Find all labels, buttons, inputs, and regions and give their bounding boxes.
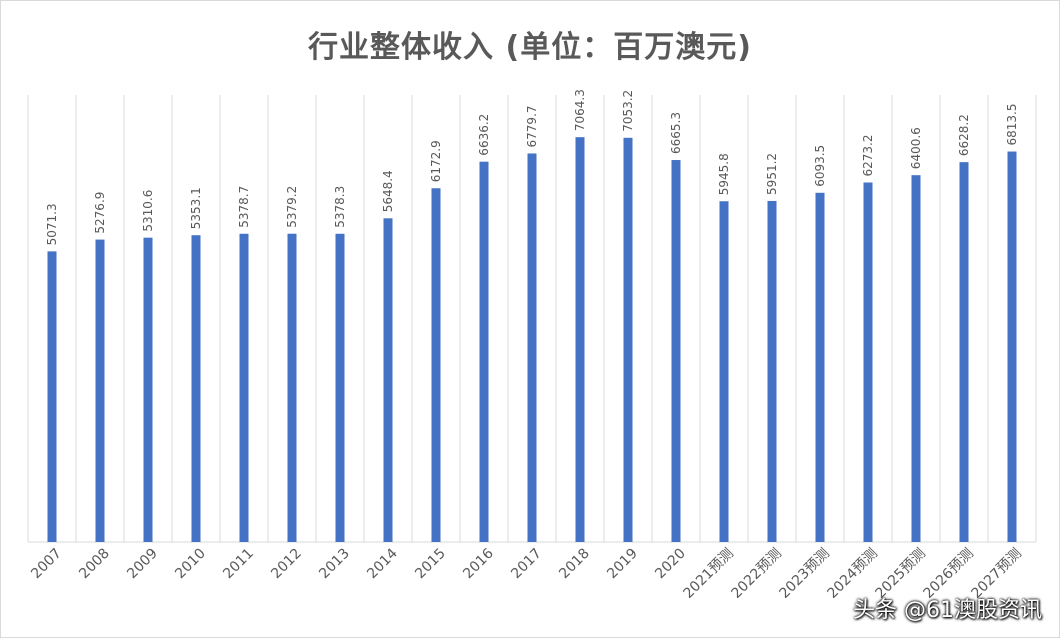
data-label: 5310.6 (141, 190, 155, 232)
x-tick-label: 2023预测 (777, 546, 833, 602)
data-label: 5945.8 (717, 153, 731, 195)
x-tick-label: 2011 (220, 546, 257, 583)
bar (1007, 151, 1017, 542)
data-label: 7053.2 (621, 90, 635, 132)
bar (527, 153, 537, 542)
bar (239, 233, 249, 543)
x-tick-label: 2013 (316, 546, 353, 583)
x-tick-label: 2016 (460, 545, 497, 582)
data-label: 6093.5 (813, 145, 827, 187)
bar (47, 251, 57, 543)
x-tick-label: 2021预测 (681, 546, 737, 602)
x-tick-label: 2009 (124, 546, 161, 583)
data-label: 5379.2 (285, 186, 299, 228)
data-label: 6628.2 (957, 114, 971, 156)
data-label: 5071.3 (45, 203, 59, 245)
bar (431, 188, 441, 542)
bar (767, 200, 777, 543)
bar (959, 162, 969, 543)
x-tick-label: 2008 (76, 546, 113, 583)
data-label: 5951.2 (765, 153, 779, 195)
data-label: 5648.4 (381, 170, 395, 212)
data-label: 6813.5 (1005, 104, 1019, 146)
data-label: 5378.7 (237, 186, 251, 228)
bar (623, 137, 633, 543)
bar (191, 235, 201, 542)
x-tick-label: 2017 (508, 546, 545, 583)
x-tick-label: 2015 (412, 546, 449, 583)
bar (287, 233, 297, 542)
bar (815, 192, 825, 542)
x-tick-label: 2010 (172, 546, 209, 583)
x-tick-label: 2018 (556, 546, 593, 583)
x-tick-label: 2007 (28, 546, 65, 583)
bar (671, 160, 681, 542)
x-tick-label: 2022预测 (729, 546, 785, 602)
bar (335, 233, 345, 542)
bar (95, 239, 105, 543)
data-label: 5353.1 (189, 187, 203, 229)
data-label: 6400.6 (909, 127, 923, 169)
bar (575, 137, 585, 543)
data-label: 5378.3 (333, 186, 347, 228)
data-label: 6273.2 (861, 134, 875, 176)
bar (911, 175, 921, 542)
bar (719, 201, 729, 542)
x-tick-label: 2012 (268, 546, 305, 583)
x-tick-label: 2019 (604, 546, 641, 583)
x-tick-label: 2014 (364, 545, 401, 582)
data-label: 7064.3 (573, 89, 587, 131)
watermark-text: 头条 @61澳股资讯 (853, 598, 1042, 623)
data-label: 6636.2 (477, 114, 491, 156)
chart-title: 行业整体收入 (单位：百万澳元) (308, 30, 752, 65)
bar (383, 218, 393, 543)
bar (479, 161, 489, 542)
data-label: 6665.3 (669, 112, 683, 154)
bar (863, 182, 873, 543)
bar (143, 237, 153, 542)
data-label: 6172.9 (429, 140, 443, 182)
x-tick-label: 2020 (652, 546, 689, 583)
data-label: 5276.9 (93, 192, 107, 234)
data-label: 6779.7 (525, 105, 539, 147)
